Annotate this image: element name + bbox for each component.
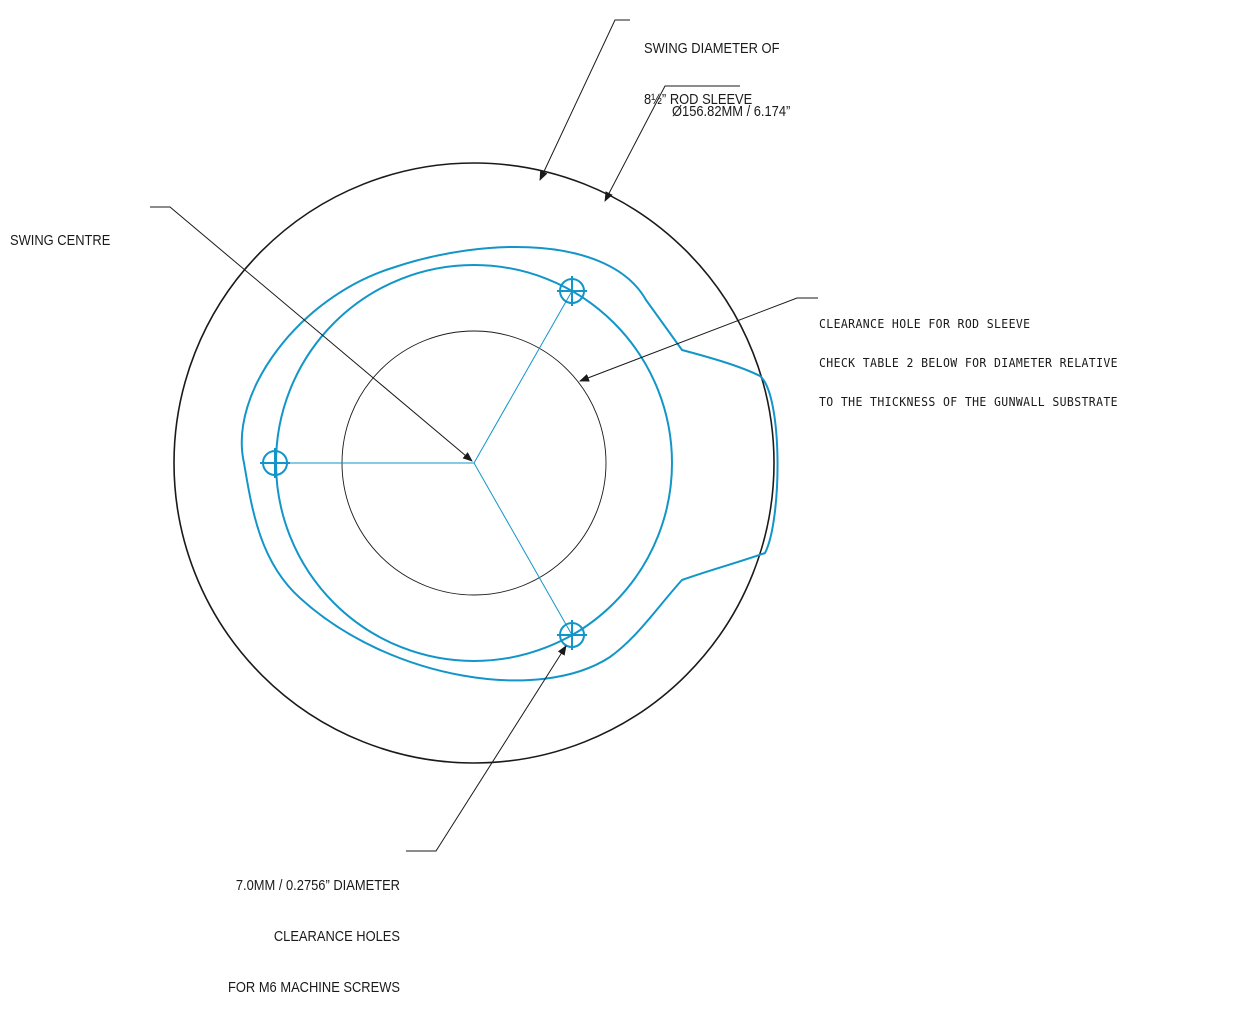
screw-hole <box>260 448 290 478</box>
screw-hole <box>557 276 587 306</box>
centre-spokes <box>275 290 573 636</box>
swing-diameter-label: SWING DIAMETER OF 8½” ROD SLEEVE <box>644 40 780 108</box>
base-plate-outline <box>240 246 779 682</box>
clearance-hole-label: CLEARANCE HOLE FOR ROD SLEEVE CHECK TABL… <box>819 316 1118 409</box>
leader-swing-centre <box>150 206 473 462</box>
swing-diameter-circle <box>173 162 775 764</box>
leader-outer-dimension <box>604 85 740 202</box>
leader-swing-diameter <box>539 19 630 181</box>
technical-drawing <box>150 19 818 852</box>
screw-holes-label: 7.0MM / 0.2756” DIAMETER CLEARANCE HOLES… <box>227 877 400 996</box>
leader-screw-holes <box>406 645 567 852</box>
screw-hole <box>557 620 587 650</box>
leader-clearance-hole <box>579 297 818 382</box>
swing-centre-label: SWING CENTRE <box>10 232 111 249</box>
outer-dimension-label: Ø156.82MM / 6.174” <box>672 103 791 120</box>
